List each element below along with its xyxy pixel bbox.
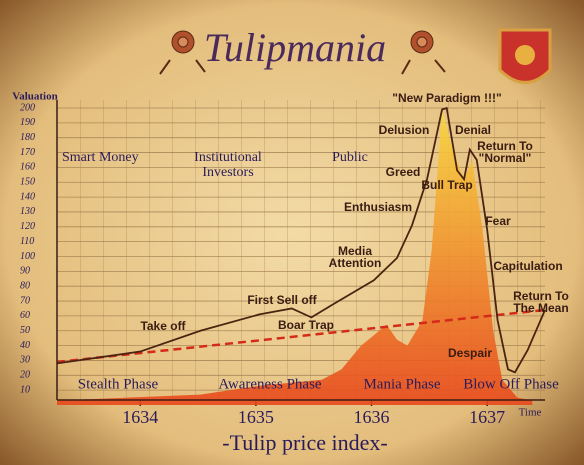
y-tick-label: 170 — [20, 147, 35, 158]
x-tick-label: 1635 — [238, 407, 274, 427]
phase-label: Mania Phase — [363, 376, 440, 392]
x-tick-label: 1634 — [122, 407, 158, 427]
phase-label: Stealth Phase — [78, 376, 159, 392]
y-tick-label: 180 — [20, 132, 35, 143]
x-tick-label: 1636 — [354, 407, 390, 427]
y-tick-label: 150 — [20, 177, 35, 188]
y-tick-label: 80 — [20, 280, 30, 291]
y-tick-label: 200 — [20, 102, 35, 113]
annotation: Bull Trap — [421, 178, 472, 192]
annotation: Fear — [485, 214, 511, 228]
annotation: "New Paradigm !!!" — [392, 91, 501, 105]
y-tick-label: 120 — [20, 221, 35, 232]
chart-title: Tulipmania — [204, 25, 386, 70]
annotation: Institutional — [194, 150, 262, 165]
y-tick-label: 100 — [20, 251, 35, 262]
y-tick-label: 160 — [20, 162, 35, 173]
annotation: Smart Money — [62, 150, 139, 165]
annotation: Enthusiasm — [344, 200, 412, 214]
annotation: Attention — [329, 256, 382, 270]
phase-label: Awareness Phase — [218, 376, 322, 392]
y-tick-label: 130 — [20, 206, 35, 217]
y-tick-label: 40 — [20, 340, 30, 351]
y-tick-label: 190 — [20, 117, 35, 128]
y-tick-label: 50 — [20, 325, 30, 336]
crest — [500, 30, 550, 83]
y-tick-label: 30 — [19, 355, 30, 366]
annotation: First Sell off — [247, 293, 317, 307]
annotation: "Normal" — [479, 151, 532, 165]
annotation: Boar Trap — [278, 318, 334, 332]
annotation: Greed — [386, 165, 421, 179]
annotation: Public — [332, 150, 368, 165]
annotation: Despair — [448, 346, 492, 360]
y-tick-label: 110 — [20, 236, 34, 247]
y-axis-title: Valuation — [12, 91, 57, 103]
annotation: Investors — [202, 165, 253, 180]
y-tick-label: 60 — [20, 310, 30, 321]
annotation: Take off — [140, 319, 186, 333]
y-tick-label: 20 — [20, 370, 30, 381]
y-tick-label: 70 — [20, 295, 30, 306]
annotation: Capitulation — [493, 259, 562, 273]
time-label: Time — [519, 407, 542, 419]
phase-label: Blow Off Phase — [463, 376, 559, 392]
y-tick-label: 140 — [20, 191, 35, 202]
annotation: Denial — [455, 123, 491, 137]
y-tick-label: 10 — [20, 384, 30, 395]
x-axis-title: -Tulip price index- — [222, 430, 387, 455]
y-tick-label: 90 — [20, 266, 30, 277]
annotation: The Mean — [513, 301, 568, 315]
chart: Tulipmania Valuation -Tulip price index-… — [0, 0, 584, 465]
x-tick-label: 1637 — [469, 407, 505, 427]
annotation: Delusion — [379, 123, 430, 137]
